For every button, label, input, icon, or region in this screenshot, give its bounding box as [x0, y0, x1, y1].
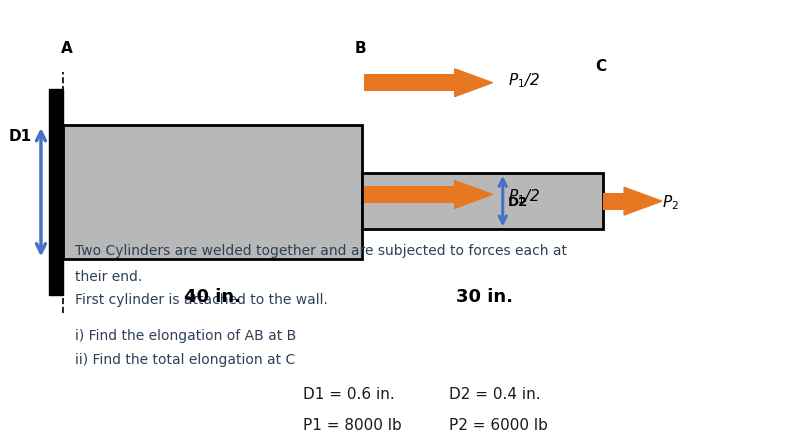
Text: Two Cylinders are welded together and are subjected to forces each at: Two Cylinders are welded together and ar… — [75, 244, 567, 257]
Text: P2 = 6000 lb: P2 = 6000 lb — [449, 418, 548, 433]
Text: 30 in.: 30 in. — [456, 288, 513, 306]
Text: P1 = 8000 lb: P1 = 8000 lb — [303, 418, 402, 433]
Bar — [49, 89, 63, 295]
Text: D2 = 0.4 in.: D2 = 0.4 in. — [449, 387, 541, 402]
Bar — [63, 125, 362, 259]
Text: D1: D1 — [8, 129, 32, 144]
Bar — [362, 173, 603, 229]
Text: i) Find the elongation of AB at B: i) Find the elongation of AB at B — [75, 329, 296, 342]
Text: First cylinder is attached to the wall.: First cylinder is attached to the wall. — [75, 293, 328, 307]
Bar — [49, 89, 63, 295]
Bar — [364, 186, 455, 203]
Text: 40 in.: 40 in. — [184, 288, 241, 306]
Polygon shape — [455, 181, 492, 208]
Text: $P_2$: $P_2$ — [662, 194, 678, 212]
Polygon shape — [624, 187, 662, 215]
Bar — [603, 193, 624, 210]
Text: D2: D2 — [507, 196, 528, 210]
Bar — [364, 74, 455, 91]
Text: C: C — [595, 59, 606, 74]
Text: B: B — [355, 41, 366, 56]
Text: A: A — [61, 41, 72, 56]
Polygon shape — [455, 69, 492, 97]
Text: their end.: their end. — [75, 270, 142, 284]
Text: $P_1$/2: $P_1$/2 — [508, 187, 540, 206]
Text: ii) Find the total elongation at C: ii) Find the total elongation at C — [75, 353, 296, 367]
Text: D1 = 0.6 in.: D1 = 0.6 in. — [303, 387, 395, 402]
Text: $P_1$/2: $P_1$/2 — [508, 71, 540, 90]
